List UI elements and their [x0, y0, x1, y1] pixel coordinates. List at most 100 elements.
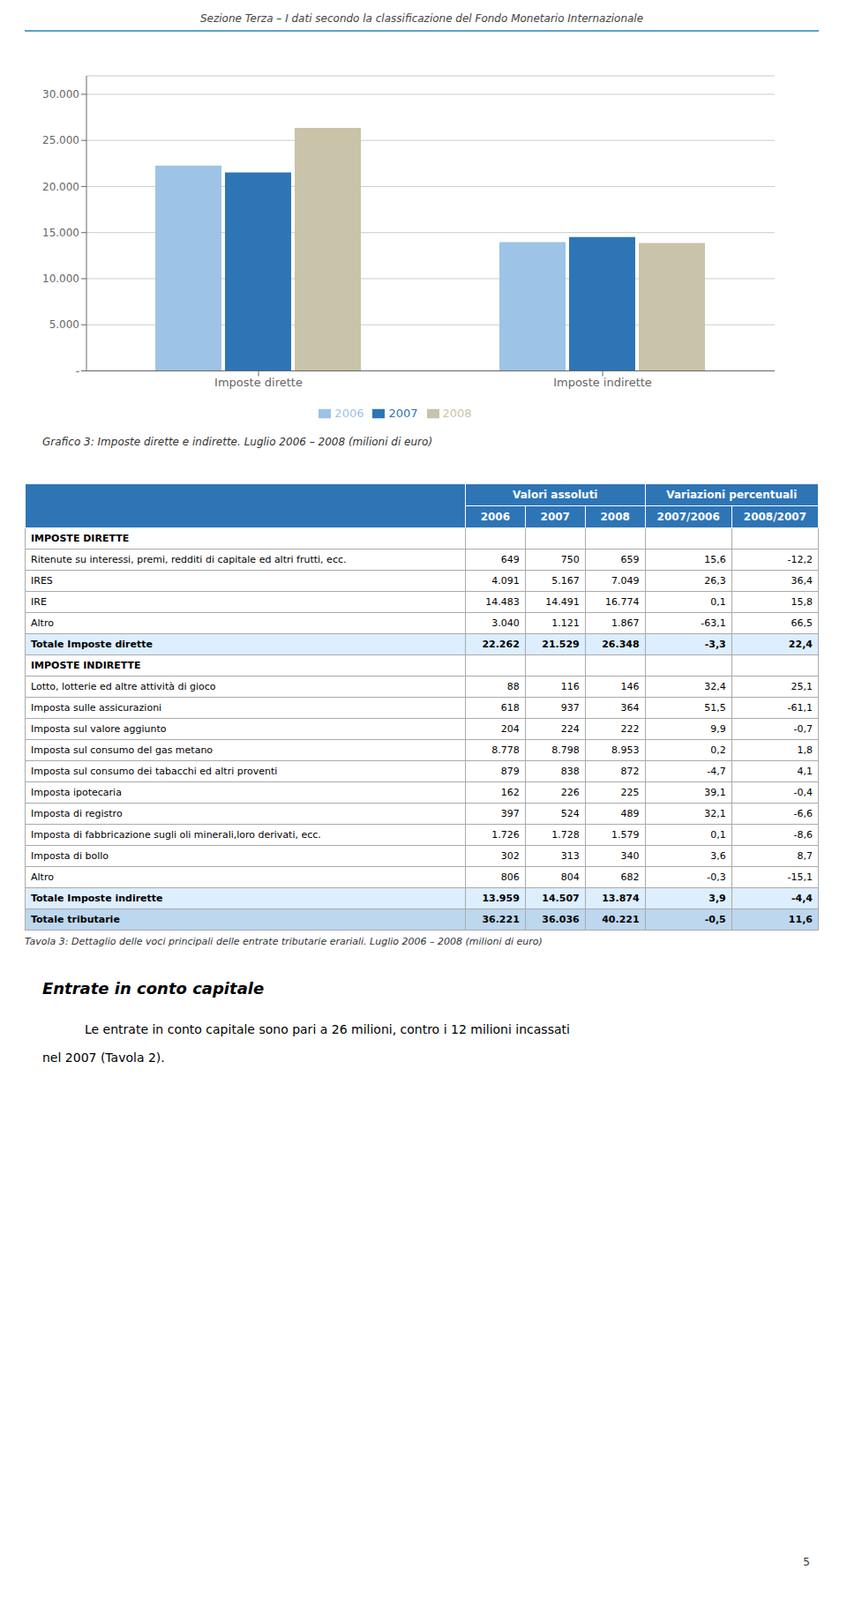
html-text:15,8: 15,8: [790, 596, 813, 608]
html-text:116: 116: [560, 681, 580, 693]
html-text:224: 224: [560, 723, 580, 735]
html-text:804: 804: [560, 871, 580, 884]
html-text:Totale Imposte indirette: Totale Imposte indirette: [30, 892, 163, 905]
html-text:2008: 2008: [600, 510, 630, 524]
html-text:659: 659: [620, 554, 640, 566]
html-text:Valori assoluti: Valori assoluti: [512, 488, 598, 502]
html-text:2008/2007: 2008/2007: [743, 510, 807, 524]
html-text:649: 649: [500, 554, 520, 566]
html-text:36,4: 36,4: [790, 575, 813, 587]
html-text:32,4: 32,4: [704, 681, 726, 693]
html-text:-61,1: -61,1: [787, 702, 813, 714]
html-text:3,9: 3,9: [708, 892, 726, 905]
html-text:8.778: 8.778: [491, 744, 520, 757]
html-text:13.874: 13.874: [601, 892, 640, 905]
html-text:Imposta sul consumo del gas me: Imposta sul consumo del gas metano: [30, 744, 213, 757]
html-text:26.348: 26.348: [601, 638, 640, 651]
html-text:0,2: 0,2: [710, 744, 726, 757]
html-text:16.774: 16.774: [605, 596, 640, 608]
html-text:IMPOSTE INDIRETTE: IMPOSTE INDIRETTE: [30, 659, 141, 672]
html-text:879: 879: [500, 765, 520, 778]
html-text:-3,3: -3,3: [704, 638, 726, 651]
html-text:2007/2006: 2007/2006: [656, 510, 720, 524]
html-text:nel 2007 (Tavola 2).: nel 2007 (Tavola 2).: [42, 1050, 165, 1065]
html-text:15,6: 15,6: [704, 554, 726, 566]
html-text:Grafico 3: Imposte dirette e i: Grafico 3: Imposte dirette e indirette. …: [42, 435, 433, 449]
html-text:8.798: 8.798: [551, 744, 580, 757]
html-text:-0,3: -0,3: [706, 871, 726, 884]
html-text:146: 146: [620, 681, 640, 693]
html-text:22.262: 22.262: [482, 638, 520, 651]
html-text:-15,1: -15,1: [787, 871, 813, 884]
html-text:Sezione Terza – I dati secondo: Sezione Terza – I dati secondo la classi…: [200, 12, 644, 25]
html-text:-0,7: -0,7: [793, 723, 813, 735]
html-text:Imposta sul valore aggiunto: Imposta sul valore aggiunto: [30, 723, 167, 735]
html-text:937: 937: [560, 702, 580, 714]
html-text:IRES: IRES: [30, 575, 53, 587]
html-text:750: 750: [560, 554, 580, 566]
html-text:3.040: 3.040: [491, 617, 520, 630]
html-text:806: 806: [500, 871, 520, 884]
html-text:-4,4: -4,4: [791, 892, 813, 905]
html-text:162: 162: [500, 787, 520, 799]
html-text:2006: 2006: [334, 406, 364, 420]
html-text:2008: 2008: [442, 406, 472, 420]
html-text:9,9: 9,9: [710, 723, 726, 735]
html-text:25,1: 25,1: [790, 681, 813, 693]
html-text:Entrate in conto capitale: Entrate in conto capitale: [42, 979, 264, 998]
html-text:22,4: 22,4: [788, 638, 813, 651]
html-text:66,5: 66,5: [790, 617, 813, 630]
html-text:88: 88: [507, 681, 520, 693]
html-text:14.483: 14.483: [485, 596, 520, 608]
html-text:1.121: 1.121: [551, 617, 580, 630]
svg-text:25.000: 25.000: [42, 134, 80, 147]
html-text:Ritenute su interessi, premi,: Ritenute su interessi, premi, redditi di…: [30, 554, 347, 566]
html-text:Lotto, lotterie ed altre attiv: Lotto, lotterie ed altre attività di gio…: [30, 681, 216, 693]
html-text:4,1: 4,1: [797, 765, 813, 778]
html-text:682: 682: [620, 871, 640, 884]
html-text:21.529: 21.529: [541, 638, 580, 651]
html-text:204: 204: [500, 723, 520, 735]
svg-text:Imposte indirette: Imposte indirette: [553, 375, 653, 390]
html-text:26,3: 26,3: [704, 575, 726, 587]
html-text:Imposta sulle assicurazioni: Imposta sulle assicurazioni: [30, 702, 162, 714]
html-text:51,5: 51,5: [704, 702, 726, 714]
html-text:2007: 2007: [388, 406, 418, 420]
svg-text:15.000: 15.000: [42, 226, 80, 240]
html-text:IMPOSTE DIRETTE: IMPOSTE DIRETTE: [30, 532, 129, 545]
html-text:7.049: 7.049: [611, 575, 640, 587]
svg-text:30.000: 30.000: [42, 88, 80, 101]
html-text:8.953: 8.953: [611, 744, 640, 757]
svg-text:-: -: [75, 365, 80, 378]
html-text:872: 872: [620, 765, 640, 778]
html-text:IRE: IRE: [30, 596, 47, 608]
html-text:222: 222: [620, 723, 640, 735]
html-text:-63,1: -63,1: [700, 617, 726, 630]
html-text:1,8: 1,8: [797, 744, 813, 757]
html-text:5.167: 5.167: [551, 575, 580, 587]
html-text:Le entrate in conto capitale s: Le entrate in conto capitale sono pari a…: [84, 1022, 570, 1037]
svg-text:5.000: 5.000: [49, 318, 80, 331]
html-text:13.959: 13.959: [482, 892, 520, 905]
html-text:2006: 2006: [480, 510, 511, 524]
html-text:1.867: 1.867: [611, 617, 640, 630]
html-text:Totale Imposte dirette: Totale Imposte dirette: [30, 638, 153, 651]
html-text:364: 364: [620, 702, 640, 714]
svg-text:Imposte dirette: Imposte dirette: [214, 375, 303, 390]
svg-text:20.000: 20.000: [42, 180, 80, 194]
html-text:14.491: 14.491: [545, 596, 580, 608]
html-text:838: 838: [560, 765, 580, 778]
html-text:-4,7: -4,7: [706, 765, 726, 778]
html-text:2007: 2007: [540, 510, 570, 524]
html-text:Imposta sul consumo dei tabacc: Imposta sul consumo dei tabacchi ed altr…: [30, 765, 278, 778]
html-text:4.091: 4.091: [491, 575, 520, 587]
html-text:618: 618: [500, 702, 520, 714]
html-text:Altro: Altro: [30, 871, 54, 884]
html-text:Imposta ipotecaria: Imposta ipotecaria: [30, 787, 122, 799]
html-text:Variazioni percentuali: Variazioni percentuali: [666, 488, 797, 502]
html-text:0,1: 0,1: [710, 596, 726, 608]
html-text:14.507: 14.507: [541, 892, 580, 905]
html-text:Altro: Altro: [30, 617, 54, 630]
html-text:-12,2: -12,2: [787, 554, 813, 566]
svg-text:10.000: 10.000: [42, 272, 80, 285]
